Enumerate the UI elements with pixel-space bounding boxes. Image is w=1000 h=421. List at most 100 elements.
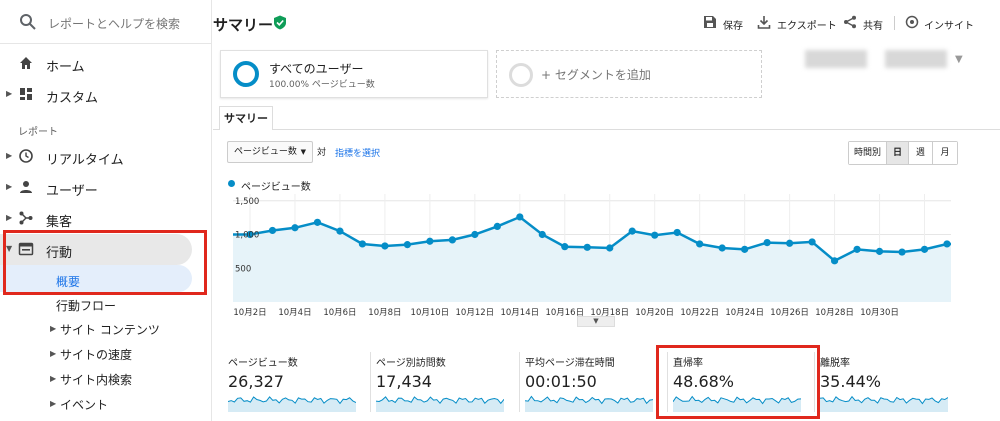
legend-marker [228, 180, 235, 187]
period-button[interactable]: 月 [933, 142, 957, 164]
data-point[interactable] [808, 238, 816, 246]
data-point[interactable] [313, 218, 322, 226]
select-metric-link[interactable]: 指標を選択 [335, 149, 381, 159]
sidebar-subitem[interactable]: サイト コンテンツ [60, 323, 160, 337]
data-point[interactable] [830, 257, 839, 265]
data-point[interactable] [493, 222, 501, 230]
segment-all-users[interactable]: すべてのユーザー 100.00% ページビュー数 [220, 50, 488, 98]
data-point[interactable] [516, 213, 524, 221]
x-tick-label: 10月14日 [500, 308, 539, 318]
sidebar-item-users[interactable]: ▶ ユーザー [0, 172, 212, 203]
expand-chart-button[interactable]: ▼ [577, 316, 615, 327]
sidebar-item-home[interactable]: ホーム [0, 48, 212, 79]
data-point[interactable] [336, 227, 344, 235]
data-point[interactable] [246, 230, 254, 239]
sidebar-subitem[interactable]: 行動フロー [56, 299, 117, 313]
x-tick-label: 10月10日 [411, 308, 450, 318]
data-point[interactable] [471, 230, 479, 239]
chevron-down-icon[interactable]: ▼ [955, 54, 963, 65]
date-range-picker[interactable] [805, 50, 965, 68]
data-point[interactable] [786, 239, 794, 247]
pageviews-chart: 1,500 1,000 500 10月2日 10月4日 10月6日 10月8日 10月10日 1… [233, 194, 951, 318]
sidebar-subitem[interactable]: 概要 [56, 275, 81, 289]
segment-bar: すべてのユーザー 100.00% ページビュー数 + セグメントを追加 ▼ [213, 44, 1000, 104]
sidebar-item-label: 行動 [46, 246, 73, 261]
sparkline-line [673, 395, 801, 405]
search-input[interactable]: レポートとヘルプを検索 [48, 17, 181, 31]
period-button[interactable]: 時間別 [849, 142, 887, 164]
data-point[interactable] [875, 247, 884, 255]
data-point[interactable] [898, 248, 906, 256]
sidebar-item-label: ユーザー [46, 184, 98, 199]
save-button[interactable]: 保存 [723, 21, 743, 32]
sidebar-item-behavior[interactable]: ▼ 行動 [0, 234, 212, 265]
tab-summary[interactable]: サマリー [219, 106, 273, 131]
add-segment-label: + セグメントを追加 [541, 68, 651, 82]
data-point[interactable] [538, 230, 546, 239]
data-point[interactable] [696, 240, 704, 248]
sparkline [673, 395, 801, 412]
data-point[interactable] [403, 241, 411, 249]
metric-tile[interactable]: 平均ページ滞在時間 00:01:50 [525, 348, 675, 418]
add-segment-button[interactable]: + セグメントを追加 [496, 50, 762, 98]
x-tick-label: 10月16日 [545, 308, 584, 318]
segment-sub: 100.00% ページビュー数 [269, 80, 375, 90]
period-button[interactable]: 週 [909, 142, 933, 164]
tile-divider [519, 352, 520, 412]
data-point[interactable] [943, 240, 951, 248]
x-tick-label: 10月12日 [456, 308, 495, 318]
data-point[interactable] [718, 244, 726, 252]
metric-tile[interactable]: 直帰率 48.68% [673, 348, 823, 418]
sidebar: レポートとヘルプを検索 ホーム ▶ カスタム レポート ▶ リアルタイム ▶ ユ… [0, 0, 212, 421]
segment-color-icon [233, 61, 259, 87]
data-point[interactable] [741, 245, 749, 253]
save-icon [704, 16, 716, 28]
data-point[interactable] [920, 245, 929, 253]
sidebar-subitem[interactable]: サイト内検索 [60, 373, 133, 387]
data-point[interactable] [358, 240, 367, 248]
sidebar-item-acquisition[interactable]: ▶ 集客 [0, 203, 212, 234]
data-point[interactable] [628, 227, 636, 235]
highlight-box-bounce-rate [656, 345, 820, 419]
data-point[interactable] [763, 239, 771, 247]
export-button[interactable]: エクスポート [777, 21, 837, 32]
series-area [233, 217, 951, 302]
metric-dropdown[interactable]: ページビュー数 ▼ [227, 141, 313, 163]
share-button[interactable]: 共有 [863, 21, 883, 32]
caret-right-icon: ▶ [50, 374, 57, 383]
data-point[interactable] [381, 242, 389, 250]
export-icon [757, 16, 771, 29]
data-point[interactable] [291, 224, 299, 232]
sparkline-area [673, 396, 801, 412]
tile-value: 17,434 [376, 372, 432, 391]
sidebar-subitem[interactable]: イベント [60, 398, 109, 412]
tile-label: ページ別訪問数 [376, 358, 446, 369]
x-tick-label: 10月26日 [770, 308, 809, 318]
report-content: ページビュー数 ▼ 対 指標を選択 時間別日週月 ページビュー数 1,500 1,… [213, 130, 1000, 421]
period-button[interactable]: 日 [887, 142, 909, 164]
data-point[interactable] [853, 245, 861, 253]
x-tick-label: 10月4日 [278, 308, 311, 318]
data-point[interactable] [561, 243, 569, 251]
metric-tile[interactable]: ページビュー数 26,327 [228, 348, 378, 418]
x-tick-label: 10月24日 [725, 308, 764, 318]
search-bar[interactable]: レポートとヘルプを検索 [0, 0, 212, 44]
sidebar-subitem[interactable]: サイトの速度 [60, 348, 133, 362]
caret-right-icon: ▶ [6, 213, 13, 222]
data-point[interactable] [268, 226, 277, 235]
sidebar-item-realtime[interactable]: ▶ リアルタイム [0, 141, 212, 172]
data-point[interactable] [583, 243, 591, 251]
insights-button[interactable]: インサイト [924, 21, 974, 32]
page-title: サマリー [213, 16, 274, 34]
main-panel: サマリー 保存 エクスポート 共有 インサイト すべてのユーザー 100.00%… [213, 0, 1000, 421]
data-point[interactable] [448, 236, 456, 244]
blurred-date [805, 50, 867, 68]
metric-tile[interactable]: ページ別訪問数 17,434 [376, 348, 526, 418]
toolbar-divider [894, 16, 895, 30]
sidebar-item-custom[interactable]: ▶ カスタム [0, 79, 212, 110]
data-point[interactable] [606, 244, 614, 252]
data-point[interactable] [673, 228, 681, 237]
metric-tile[interactable]: 離脱率 35.44% [820, 348, 970, 418]
data-point[interactable] [651, 231, 659, 239]
data-point[interactable] [426, 237, 434, 245]
